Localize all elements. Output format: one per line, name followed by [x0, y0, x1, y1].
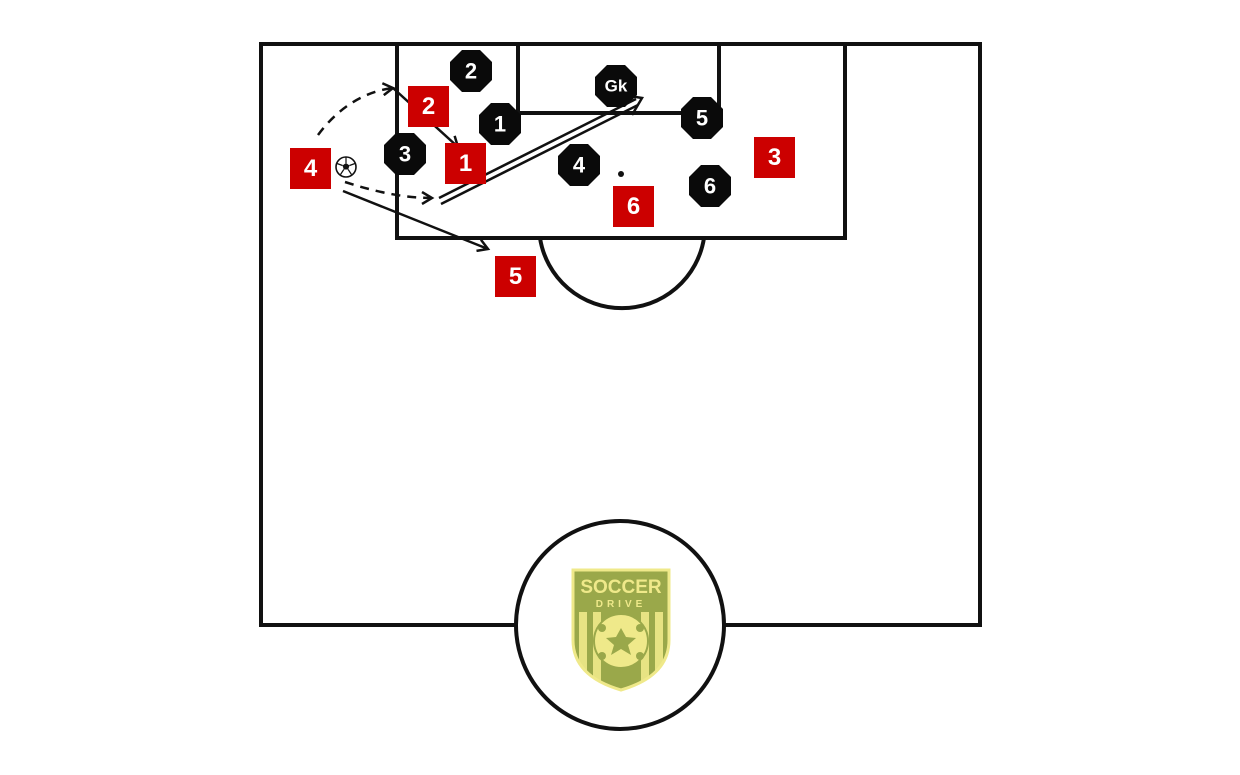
attacker-marker: [613, 186, 654, 227]
attacker-5: 5: [495, 256, 536, 297]
soccer-drive-logo: SOCCER DRIVE: [571, 568, 671, 692]
attacker-label: 6: [627, 193, 640, 220]
defender-marker: [450, 50, 492, 92]
defender-5: 5: [681, 97, 723, 139]
logo-ball-icon: [593, 613, 649, 669]
attacker-6: 6: [613, 186, 654, 227]
defenders: 2 1 3 4 5 6 Gk: [384, 50, 731, 207]
attacker-2: 2: [408, 86, 449, 127]
defender-label: 4: [573, 153, 586, 178]
defender-label: 5: [696, 106, 708, 131]
attacker-label: 4: [304, 155, 318, 182]
goal-area: [516, 42, 721, 115]
defender-marker: [479, 103, 521, 145]
soccer-ball-icon: [335, 156, 357, 178]
defender-label: 2: [465, 59, 477, 84]
defender-marker: [558, 144, 600, 186]
defender-marker: [689, 165, 731, 207]
defender-marker: [681, 97, 723, 139]
defender-4: 4: [558, 144, 600, 186]
attacker-4: 4: [290, 148, 331, 189]
attacker-1: 1: [445, 143, 486, 184]
penalty-spot: [618, 171, 624, 177]
attacker-label: 3: [768, 144, 781, 171]
attacker-3: 3: [754, 137, 795, 178]
attacker-label: 1: [459, 150, 472, 177]
dashed-run-arrow-upper: [316, 88, 393, 136]
attacker-marker: [445, 143, 486, 184]
defender-label: 6: [704, 174, 716, 199]
dashed-run-arrow-lower: [344, 180, 432, 198]
attacker-marker: [408, 86, 449, 127]
goalkeeper: Gk: [595, 65, 637, 107]
attacker-marker: [495, 256, 536, 297]
penalty-arc: [538, 237, 706, 311]
defender-marker: [384, 133, 426, 175]
goalkeeper-marker: [595, 65, 637, 107]
defender-2: 2: [450, 50, 492, 92]
goalkeeper-label: Gk: [605, 77, 628, 96]
defender-3: 3: [384, 133, 426, 175]
logo-text-drive: DRIVE: [596, 599, 647, 610]
defender-label: 3: [399, 142, 411, 167]
defender-1: 1: [479, 103, 521, 145]
logo-text-soccer: SOCCER: [580, 577, 662, 598]
defender-6: 6: [689, 165, 731, 207]
attacker-marker: [754, 137, 795, 178]
attacker-marker: [290, 148, 331, 189]
attacker-label: 5: [509, 263, 522, 290]
attackers: 2 1 4 3 6 5: [290, 86, 795, 297]
attacker-label: 2: [422, 93, 435, 120]
defender-label: 1: [494, 112, 506, 137]
run-arrow-to-5: [342, 189, 488, 249]
